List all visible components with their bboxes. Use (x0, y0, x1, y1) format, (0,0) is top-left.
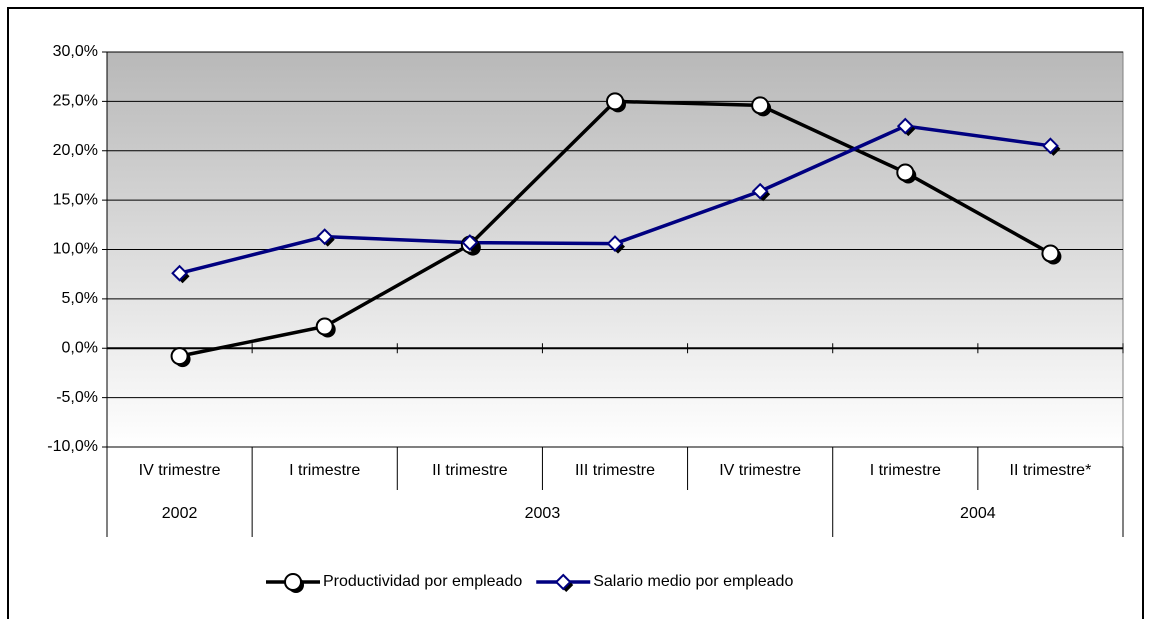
group-label: 2002 (162, 505, 198, 522)
legend-label: Productividad por empleado (323, 573, 522, 590)
y-tick-label: 0,0% (62, 339, 98, 356)
y-tick-label: 20,0% (53, 142, 98, 159)
y-tick-label: 25,0% (53, 93, 98, 110)
data-point (896, 117, 914, 135)
x-tick-label: I trimestre (289, 462, 360, 479)
group-label: 2003 (525, 505, 561, 522)
y-tick-label: 15,0% (53, 191, 98, 208)
y-tick-label: -10,0% (47, 438, 98, 455)
legend-label: Salario medio por empleado (593, 573, 793, 590)
x-tick-label: II trimestre* (1010, 462, 1092, 479)
data-point (316, 228, 334, 246)
x-tick-label: IV trimestre (719, 462, 801, 479)
data-point (1041, 244, 1060, 263)
y-tick-label: 30,0% (53, 43, 98, 60)
x-tick-label: IV trimestre (139, 462, 221, 479)
legend-marker (284, 573, 302, 591)
data-point (751, 182, 769, 200)
legend-marker (554, 573, 572, 591)
x-tick-label: I trimestre (870, 462, 941, 479)
x-tick-label: II trimestre (432, 462, 508, 479)
y-tick-label: 10,0% (53, 241, 98, 258)
data-point (171, 264, 188, 282)
data-point (170, 347, 189, 366)
x-tick-label: III trimestre (575, 462, 655, 479)
data-point (461, 234, 479, 252)
data-point (896, 163, 915, 182)
data-point (606, 235, 624, 252)
data-point (751, 96, 770, 115)
data-point (606, 92, 624, 111)
data-point (1042, 137, 1059, 155)
group-label: 2004 (960, 505, 996, 522)
y-tick-label: 5,0% (62, 290, 98, 307)
y-tick-label: -5,0% (56, 389, 98, 406)
data-point (315, 317, 334, 336)
